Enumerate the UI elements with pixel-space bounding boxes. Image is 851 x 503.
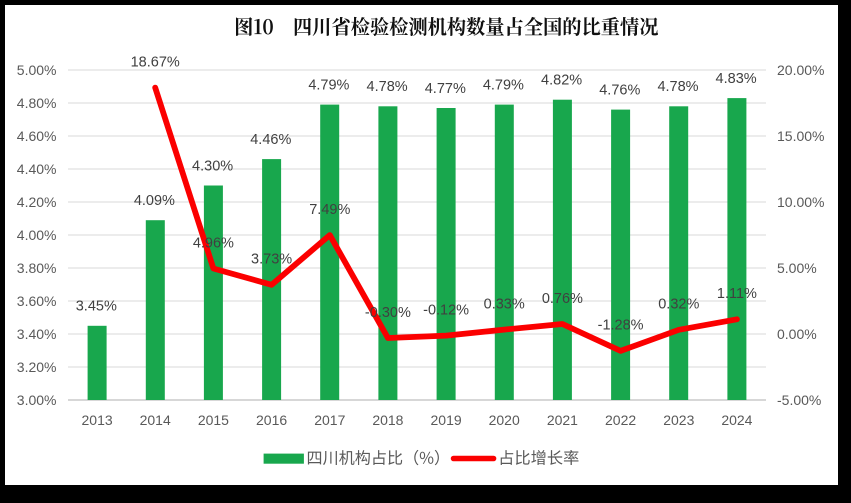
svg-text:0.00%: 0.00%: [777, 326, 817, 342]
svg-text:4.82%: 4.82%: [541, 73, 582, 89]
svg-text:4.46%: 4.46%: [250, 132, 291, 148]
svg-text:2013: 2013: [82, 412, 113, 428]
svg-text:0.32%: 0.32%: [658, 297, 699, 313]
svg-text:4.83%: 4.83%: [716, 71, 757, 87]
svg-text:0.33%: 0.33%: [484, 296, 525, 312]
svg-text:3.00%: 3.00%: [17, 392, 57, 408]
svg-text:-1.28%: -1.28%: [598, 318, 644, 334]
svg-text:2016: 2016: [256, 412, 287, 428]
svg-text:2014: 2014: [140, 412, 171, 428]
svg-text:15.00%: 15.00%: [777, 128, 824, 144]
svg-text:4.96%: 4.96%: [193, 235, 234, 251]
svg-text:4.78%: 4.78%: [367, 79, 408, 95]
svg-text:3.45%: 3.45%: [76, 299, 117, 315]
svg-text:4.40%: 4.40%: [17, 161, 57, 177]
svg-text:-5.00%: -5.00%: [777, 392, 821, 408]
svg-text:2017: 2017: [314, 412, 345, 428]
svg-text:3.20%: 3.20%: [17, 359, 57, 375]
svg-text:4.09%: 4.09%: [134, 193, 175, 209]
svg-text:4.80%: 4.80%: [17, 95, 57, 111]
svg-text:4.79%: 4.79%: [308, 77, 349, 93]
svg-text:2020: 2020: [489, 412, 520, 428]
svg-text:2024: 2024: [721, 412, 752, 428]
svg-text:0.76%: 0.76%: [542, 291, 583, 307]
svg-text:4.30%: 4.30%: [192, 158, 233, 174]
svg-text:4.60%: 4.60%: [17, 128, 57, 144]
svg-text:-0.12%: -0.12%: [423, 302, 469, 318]
svg-text:20.00%: 20.00%: [777, 62, 824, 78]
svg-text:4.78%: 4.78%: [657, 79, 698, 95]
svg-text:2022: 2022: [605, 412, 636, 428]
svg-text:2023: 2023: [663, 412, 694, 428]
svg-text:3.73%: 3.73%: [251, 252, 292, 268]
svg-text:5.00%: 5.00%: [777, 260, 817, 276]
svg-text:4.00%: 4.00%: [17, 227, 57, 243]
svg-text:10.00%: 10.00%: [777, 194, 824, 210]
svg-text:4.79%: 4.79%: [483, 77, 524, 93]
svg-text:1.11%: 1.11%: [717, 286, 757, 302]
svg-text:2015: 2015: [198, 412, 229, 428]
svg-text:7.49%: 7.49%: [309, 202, 350, 218]
svg-text:3.80%: 3.80%: [17, 260, 57, 276]
svg-text:3.40%: 3.40%: [17, 326, 57, 342]
svg-text:4.20%: 4.20%: [17, 194, 57, 210]
svg-text:-0.30%: -0.30%: [365, 305, 411, 321]
svg-text:2019: 2019: [431, 412, 462, 428]
svg-text:2018: 2018: [372, 412, 403, 428]
svg-text:18.67%: 18.67%: [131, 54, 180, 70]
svg-text:4.77%: 4.77%: [425, 81, 466, 97]
svg-text:5.00%: 5.00%: [17, 62, 57, 78]
svg-text:3.60%: 3.60%: [17, 293, 57, 309]
svg-text:4.76%: 4.76%: [599, 82, 640, 98]
svg-text:2021: 2021: [547, 412, 578, 428]
